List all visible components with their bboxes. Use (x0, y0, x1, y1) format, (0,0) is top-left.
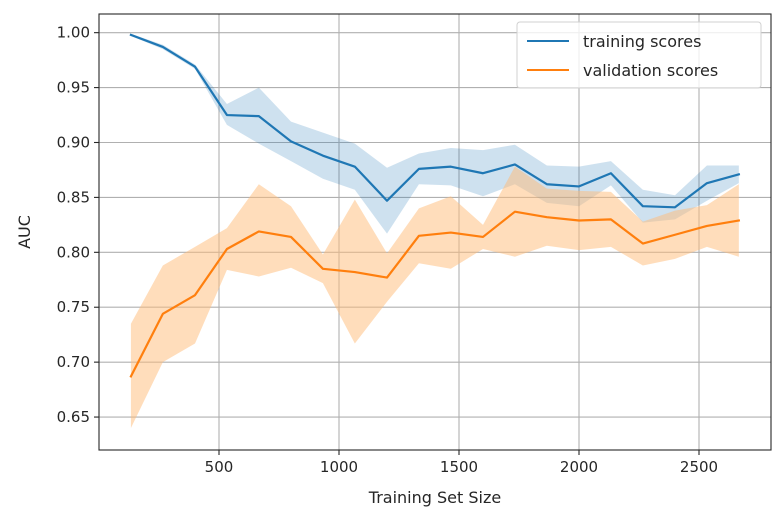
y-tick-label-4: 0.85 (57, 188, 90, 206)
x-tick-label-0: 500 (205, 458, 234, 476)
x-tick-label-4: 2500 (680, 458, 718, 476)
x-tick-label-3: 2000 (560, 458, 598, 476)
legend-box (516, 21, 762, 89)
series-lines (129, 33, 741, 378)
series-line-training (129, 33, 741, 209)
y-axis-label: AUC (15, 215, 34, 249)
x-axis-label: Training Set Size (368, 488, 501, 507)
axis-ticks: 500 1000 1500 2000 2500 0.65 0.70 0.75 0.80 0.85 0… (57, 24, 719, 476)
band-validation (130, 166, 739, 429)
y-tick-label-5: 0.90 (57, 133, 90, 151)
legend-label-training: training scores (583, 32, 701, 51)
series-line-validation (129, 210, 741, 378)
y-tick-label-2: 0.75 (57, 298, 90, 316)
x-tick-label-2: 1500 (440, 458, 478, 476)
y-tick-label-7: 1.00 (57, 24, 90, 42)
plot-frame (98, 13, 772, 451)
legend-label-validation: validation scores (583, 61, 718, 80)
y-tick-label-0: 0.65 (57, 408, 90, 426)
y-tick-label-3: 0.80 (57, 243, 90, 261)
x-tick-label-1: 1000 (320, 458, 358, 476)
y-tick-label-6: 0.95 (57, 79, 90, 97)
legend: training scores validation scores (516, 21, 762, 89)
y-tick-label-1: 0.70 (57, 353, 90, 371)
